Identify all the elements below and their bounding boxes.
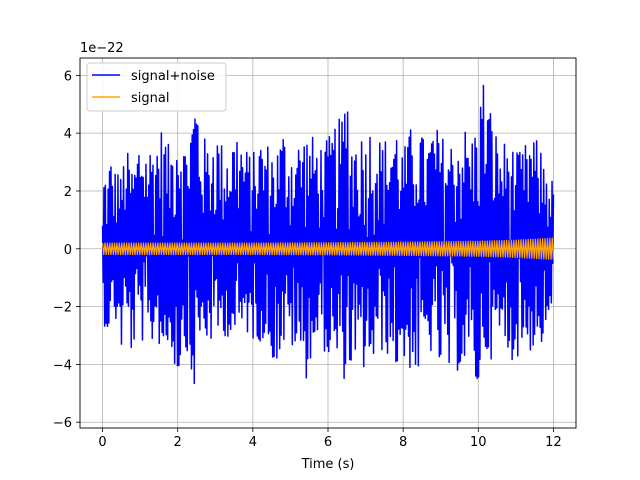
x-tick-label: 12: [545, 435, 562, 450]
x-tick-label: 4: [249, 435, 257, 450]
series-signal-noise-line: [101, 84, 555, 385]
y-offset-label: 1e−22: [80, 41, 124, 56]
x-axis-label: Time (s): [301, 457, 355, 472]
y-tick-label: 2: [64, 185, 72, 200]
legend-label-signal-noise: signal+noise: [131, 69, 215, 84]
y-tick-label: −4: [53, 358, 72, 373]
legend: signal+noise signal: [86, 62, 227, 112]
x-tick-label: 8: [399, 435, 407, 450]
series-signal-line: [101, 237, 555, 260]
plot-series: [101, 84, 555, 385]
y-tick-label: 0: [64, 243, 72, 258]
y-tick-label: 6: [64, 69, 72, 84]
x-tick-label: 10: [470, 435, 487, 450]
legend-box: [86, 62, 227, 112]
y-tick-label: −2: [53, 301, 72, 316]
x-tick-label: 6: [324, 435, 332, 450]
y-tick-label: 4: [64, 127, 72, 142]
y-tick-label: −6: [53, 416, 72, 431]
x-tick-label: 0: [98, 435, 106, 450]
axes-ticks: 0 2 4 6 8 10 12 −6 −4 −2 0 2 4 6: [53, 69, 562, 450]
x-tick-label: 2: [174, 435, 182, 450]
legend-label-signal: signal: [131, 91, 169, 106]
